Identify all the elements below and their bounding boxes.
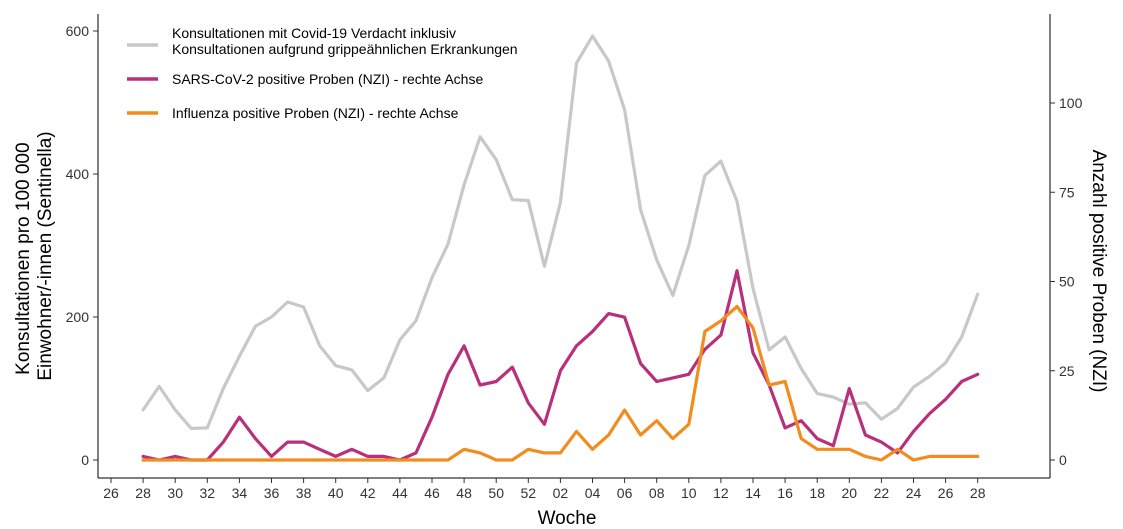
series-line-2 [141, 269, 980, 462]
series-points-2 [143, 270, 978, 461]
x-tick-label: 26 [103, 485, 119, 501]
right-y-tick-label: 25 [1059, 363, 1075, 379]
x-tick-label: 18 [809, 485, 825, 501]
x-tick-label: 12 [713, 485, 729, 501]
series-line-3 [141, 304, 980, 462]
axes: 0 200 400 600 0 25 50 75 100 26 28 30 32 34 36 38 40 42 44… [66, 14, 1083, 501]
right-y-tick-label: 0 [1059, 452, 1067, 468]
left-y-axis-title: Konsultationen pro 100 000 Einwohner/-in… [13, 131, 56, 380]
x-tick-label: 16 [777, 485, 793, 501]
x-tick-label: 24 [906, 485, 922, 501]
legend-label: Influenza positive Proben (NZI) - rechte… [172, 105, 459, 121]
series-points-1 [143, 35, 978, 429]
x-tick-label: 28 [970, 485, 986, 501]
left-y-tick-label: 600 [66, 23, 90, 39]
right-y-tick-label: 50 [1059, 274, 1075, 290]
x-tick-label: 26 [938, 485, 954, 501]
x-tick-label: 08 [649, 485, 665, 501]
x-axis-title: Woche [538, 508, 597, 529]
x-tick-label: 34 [232, 485, 248, 501]
x-tick-label: 50 [488, 485, 504, 501]
x-tick-label: 02 [553, 485, 569, 501]
x-tick-label: 42 [360, 485, 376, 501]
x-tick-label: 14 [745, 485, 761, 501]
legend-label: SARS-CoV-2 positive Proben (NZI) - recht… [172, 71, 483, 87]
right-y-tick-label: 75 [1059, 184, 1075, 200]
left-y-axis-title-line-2: Einwohner/-innen (Sentinella) [35, 131, 56, 380]
x-tick-label: 28 [135, 485, 151, 501]
series-lines [141, 34, 980, 462]
legend-label: Konsultationen aufgrund grippeähnlichen … [172, 41, 518, 57]
x-tick-label: 32 [200, 485, 216, 501]
left-y-axis-title-line-1: Konsultationen pro 100 000 [13, 142, 34, 374]
legend-item-3: Influenza positive Proben (NZI) - rechte… [127, 105, 459, 121]
series-points-3 [143, 306, 978, 461]
x-tick-label: 52 [521, 485, 537, 501]
x-tick-label: 48 [456, 485, 472, 501]
left-y-tick-label: 200 [66, 309, 90, 325]
x-tick-label: 22 [874, 485, 890, 501]
x-tick-label: 20 [842, 485, 858, 501]
legend: Konsultationen mit Covid-19 Verdacht ink… [127, 25, 518, 121]
left-y-tick-label: 400 [66, 166, 90, 182]
legend-label: Konsultationen mit Covid-19 Verdacht ink… [172, 25, 456, 41]
right-y-axis-title: Anzahl positive Proben (NZI) [1088, 150, 1109, 393]
x-tick-label: 36 [264, 485, 280, 501]
x-tick-label: 38 [296, 485, 312, 501]
x-tick-label: 10 [681, 485, 697, 501]
x-tick-label: 30 [167, 485, 183, 501]
legend-item-2: SARS-CoV-2 positive Proben (NZI) - recht… [127, 71, 483, 87]
x-tick-label: 40 [328, 485, 344, 501]
x-tick-label: 04 [585, 485, 601, 501]
x-tick-label: 46 [424, 485, 440, 501]
left-y-tick-label: 0 [81, 452, 89, 468]
legend-item-1: Konsultationen mit Covid-19 Verdacht ink… [127, 25, 518, 57]
x-tick-label: 06 [617, 485, 633, 501]
x-tick-label: 44 [392, 485, 408, 501]
right-y-tick-label: 100 [1059, 95, 1083, 111]
